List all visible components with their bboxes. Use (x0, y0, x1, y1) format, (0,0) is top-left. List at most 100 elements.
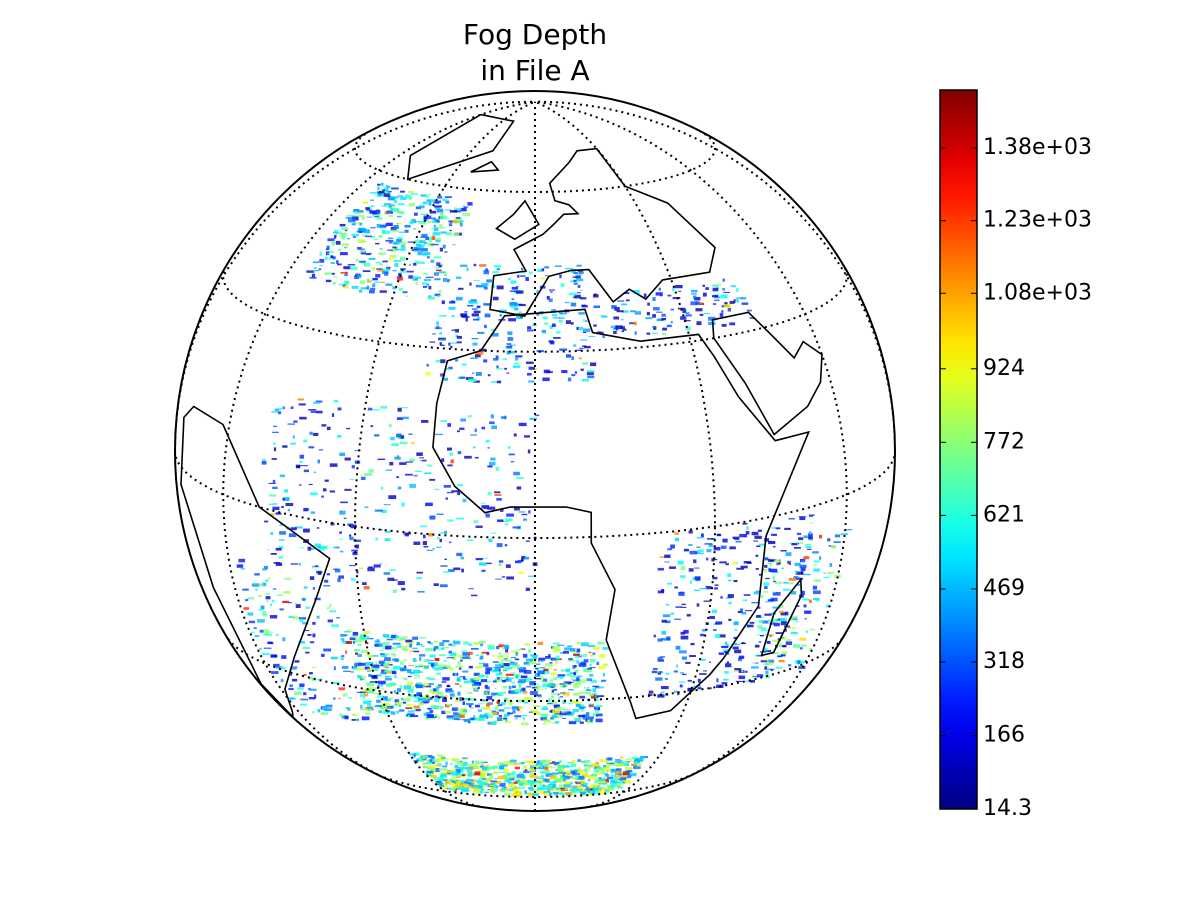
fog-speckle (381, 189, 386, 192)
fog-speckle (485, 667, 493, 671)
fog-speckle (466, 777, 470, 780)
fog-speckle (339, 452, 346, 457)
fog-speckle (483, 774, 487, 778)
fog-speckle (577, 785, 583, 788)
fog-speckle (544, 793, 551, 797)
fog-speckle (471, 683, 479, 687)
fog-speckle (341, 237, 346, 240)
fog-speckle (346, 427, 351, 430)
fog-speckle (579, 695, 586, 699)
parallel (372, 771, 698, 799)
fog-speckle (481, 651, 490, 654)
fog-speckle (480, 714, 488, 718)
fog-speckle (621, 774, 628, 778)
fog-speckle (496, 543, 503, 548)
fog-speckle (397, 210, 402, 214)
fog-speckle (290, 666, 298, 668)
fog-speckle (568, 720, 576, 722)
fog-speckle (414, 221, 420, 223)
fog-speckle (506, 677, 514, 680)
fog-speckle (323, 648, 332, 652)
fog-speckle (550, 686, 554, 689)
fog-speckle (391, 187, 399, 190)
fog-speckle (741, 302, 749, 305)
fog-speckle (401, 587, 406, 591)
fog-speckle (495, 664, 502, 667)
fog-speckle (347, 707, 351, 711)
fog-speckle (452, 786, 456, 791)
fog-speckle (282, 600, 289, 604)
fog-speckle (415, 708, 421, 712)
fog-speckle (599, 654, 606, 658)
fog-speckle (308, 446, 315, 449)
fog-speckle (523, 770, 530, 773)
fog-speckle (771, 533, 777, 536)
fog-speckle (521, 271, 526, 274)
fog-speckle (295, 604, 301, 608)
fog-speckle (728, 601, 732, 605)
fog-speckle (385, 469, 393, 471)
fog-speckle (585, 786, 589, 790)
fog-speckle (441, 783, 448, 786)
fog-speckle (573, 717, 577, 719)
fog-speckle (827, 571, 834, 574)
fog-speckle (293, 420, 298, 423)
fog-speckle (657, 656, 663, 661)
fog-speckle (777, 655, 782, 657)
fog-speckle (494, 687, 497, 689)
fog-speckle (490, 457, 496, 461)
fog-speckle (343, 517, 347, 520)
fog-speckle (315, 678, 323, 680)
fog-speckle (800, 558, 806, 563)
fog-speckle (658, 287, 661, 291)
fog-speckle (535, 668, 540, 671)
fog-speckle (394, 675, 397, 678)
fog-speckle (453, 232, 460, 236)
fog-speckle (489, 461, 496, 466)
fog-speckle (757, 606, 761, 609)
fog-speckle (426, 759, 430, 763)
fog-speckle (374, 216, 379, 218)
fog-speckle (625, 775, 632, 779)
parallel (222, 265, 848, 353)
fog-speckle (418, 702, 424, 706)
fog-speckle (557, 644, 565, 646)
fog-speckle (389, 254, 396, 259)
fog-speckle (299, 460, 303, 463)
fog-speckle (299, 547, 305, 549)
fog-speckle (522, 653, 528, 658)
fog-speckle (340, 657, 345, 661)
fog-speckle (516, 286, 519, 288)
fog-speckle (358, 676, 363, 679)
fog-speckle (270, 655, 278, 658)
fog-speckle (574, 371, 578, 374)
fog-speckle (349, 478, 355, 481)
fog-speckle (701, 533, 704, 538)
fog-speckle (427, 199, 436, 203)
fog-speckle (375, 242, 380, 245)
fog-speckle (403, 665, 407, 669)
fog-speckle (367, 407, 373, 411)
fog-speckle (460, 264, 468, 267)
fog-speckle (423, 685, 432, 688)
fog-speckle (739, 533, 748, 538)
fog-speckle (447, 519, 454, 522)
fog-speckle (486, 674, 489, 678)
fog-speckle (514, 357, 519, 361)
fog-speckle (513, 471, 520, 476)
fog-speckle (391, 443, 399, 447)
fog-speckle (460, 659, 463, 662)
fog-speckle (492, 712, 498, 715)
fog-speckle (598, 331, 604, 334)
fog-speckle (387, 204, 395, 207)
fog-speckle (749, 317, 754, 319)
fog-speckle (405, 194, 410, 199)
fog-speckle (506, 763, 515, 766)
fog-speckle (391, 671, 397, 675)
fog-speckle (400, 435, 404, 439)
fog-speckle (781, 654, 786, 657)
fog-speckle (570, 770, 576, 775)
fog-speckle (542, 784, 545, 787)
fog-speckle (576, 264, 582, 267)
fog-speckle (377, 458, 386, 461)
